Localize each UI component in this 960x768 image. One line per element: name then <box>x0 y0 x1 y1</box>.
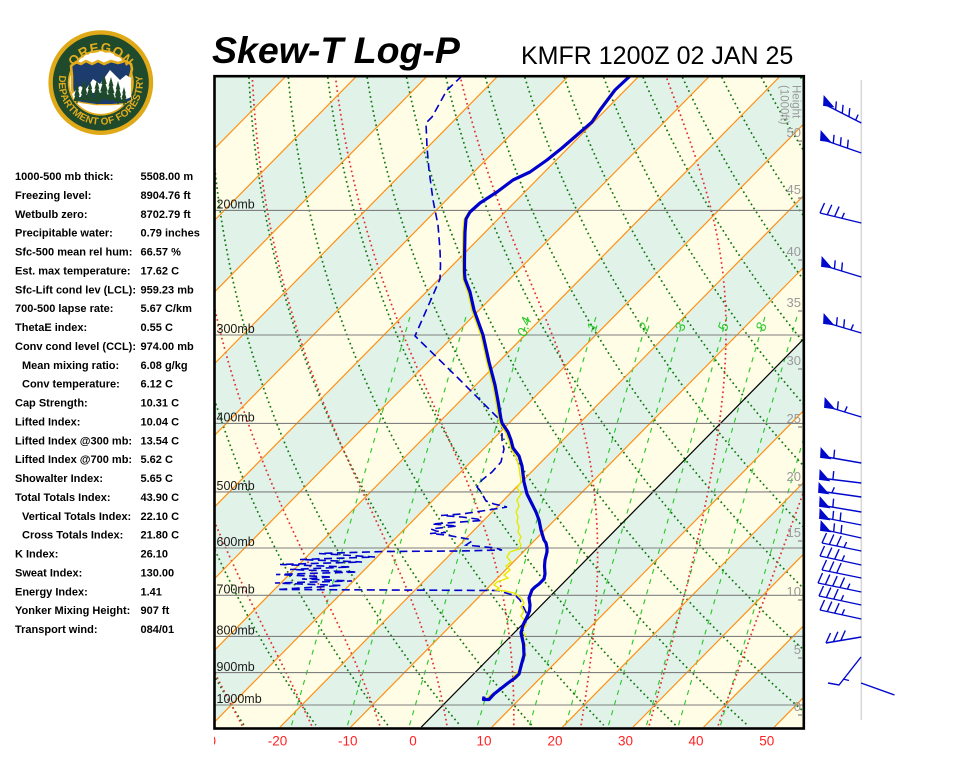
svg-text:-20: -20 <box>268 734 288 749</box>
svg-text:5508.00 m: 5508.00 m <box>141 171 194 183</box>
svg-text:Showalter Index:: Showalter Index: <box>15 473 103 485</box>
svg-text:700mb: 700mb <box>217 583 255 597</box>
svg-text:0.55 C: 0.55 C <box>141 322 173 334</box>
svg-text:22.10 C: 22.10 C <box>141 511 180 523</box>
svg-text:6.08 g/kg: 6.08 g/kg <box>141 360 188 372</box>
svg-text:Sfc-Lift cond lev (LCL):: Sfc-Lift cond lev (LCL): <box>15 284 136 296</box>
svg-text:600mb: 600mb <box>217 535 255 549</box>
svg-text:50: 50 <box>759 734 774 749</box>
svg-text:Skew-T Log-P: Skew-T Log-P <box>212 29 461 71</box>
svg-text:40: 40 <box>688 734 703 749</box>
svg-text:43.90 C: 43.90 C <box>141 492 180 504</box>
svg-text:Height: Height <box>790 85 802 119</box>
svg-text:1000mb: 1000mb <box>217 692 262 706</box>
svg-text:21.80 C: 21.80 C <box>141 530 180 542</box>
svg-text:-30: -30 <box>197 734 217 749</box>
svg-text:30: 30 <box>787 353 801 368</box>
svg-text:Lifted Index @700 mb:: Lifted Index @700 mb: <box>15 454 132 466</box>
svg-text:Lifted Index:: Lifted Index: <box>15 416 80 428</box>
svg-text:974.00 mb: 974.00 mb <box>141 341 194 353</box>
svg-text:20: 20 <box>787 469 801 484</box>
svg-text:KMFR 1200Z 02 JAN 25: KMFR 1200Z 02 JAN 25 <box>521 42 793 70</box>
svg-text:10.04 C: 10.04 C <box>141 416 180 428</box>
svg-text:Total Totals Index:: Total Totals Index: <box>15 492 111 504</box>
svg-text:Mean mixing ratio:: Mean mixing ratio: <box>22 360 119 372</box>
svg-text:Sfc-500 mean rel hum:: Sfc-500 mean rel hum: <box>15 247 132 259</box>
svg-text:10: 10 <box>476 734 491 749</box>
svg-text:5.67 C/km: 5.67 C/km <box>141 303 193 315</box>
svg-text:30: 30 <box>618 734 633 749</box>
svg-text:400mb: 400mb <box>217 411 255 425</box>
svg-text:1.41: 1.41 <box>141 586 162 598</box>
svg-text:13.54 C: 13.54 C <box>141 435 180 447</box>
svg-text:25: 25 <box>787 411 801 426</box>
svg-text:8702.79 ft: 8702.79 ft <box>141 209 191 221</box>
svg-text:5.62 C: 5.62 C <box>141 454 173 466</box>
svg-text:20: 20 <box>547 734 562 749</box>
svg-text:900mb: 900mb <box>217 660 255 674</box>
svg-text:700-500 lapse rate:: 700-500 lapse rate: <box>15 303 113 315</box>
svg-text:5.65 C: 5.65 C <box>141 473 173 485</box>
svg-text:Cap Strength:: Cap Strength: <box>15 398 88 410</box>
svg-text:6.12 C: 6.12 C <box>141 379 173 391</box>
svg-text:Wetbulb zero:: Wetbulb zero: <box>15 209 88 221</box>
svg-text:66.57 %: 66.57 % <box>141 247 182 259</box>
svg-text:0: 0 <box>794 699 801 714</box>
svg-text:Sweat Index:: Sweat Index: <box>15 568 82 580</box>
svg-text:0: 0 <box>409 734 417 749</box>
svg-text:084/01: 084/01 <box>141 624 175 636</box>
svg-text:200mb: 200mb <box>217 198 255 212</box>
svg-text:Est. max temperature:: Est. max temperature: <box>15 265 131 277</box>
svg-text:40: 40 <box>787 244 801 259</box>
svg-text:10: 10 <box>787 584 801 599</box>
svg-text:Conv temperature:: Conv temperature: <box>22 379 120 391</box>
svg-text:45: 45 <box>787 182 801 197</box>
svg-text:907 ft: 907 ft <box>141 605 170 617</box>
svg-text:959.23 mb: 959.23 mb <box>141 284 194 296</box>
svg-text:K Index:: K Index: <box>15 549 58 561</box>
svg-text:Freezing level:: Freezing level: <box>15 190 91 202</box>
svg-text:Conv cond level (CCL):: Conv cond level (CCL): <box>15 341 136 353</box>
svg-text:8904.76 ft: 8904.76 ft <box>141 190 191 202</box>
svg-text:15: 15 <box>787 525 801 540</box>
svg-text:Lifted Index @300 mb:: Lifted Index @300 mb: <box>15 435 132 447</box>
svg-text:(1000ft): (1000ft) <box>778 85 790 125</box>
svg-text:0.79 inches: 0.79 inches <box>141 228 200 240</box>
svg-text:Energy Index:: Energy Index: <box>15 586 88 598</box>
svg-text:26.10: 26.10 <box>141 549 169 561</box>
svg-text:50: 50 <box>787 125 801 140</box>
svg-text:130.00: 130.00 <box>141 568 175 580</box>
svg-text:Yonker Mixing Height:: Yonker Mixing Height: <box>15 605 130 617</box>
svg-text:17.62 C: 17.62 C <box>141 265 180 277</box>
svg-text:500mb: 500mb <box>217 479 255 493</box>
svg-text:-10: -10 <box>338 734 358 749</box>
svg-text:Precipitable water:: Precipitable water: <box>15 228 113 240</box>
svg-text:Cross Totals Index:: Cross Totals Index: <box>22 530 123 542</box>
svg-text:10.31 C: 10.31 C <box>141 398 180 410</box>
svg-text:0.4: 0.4 <box>514 315 535 338</box>
svg-text:35: 35 <box>787 295 801 310</box>
svg-text:Transport wind:: Transport wind: <box>15 624 98 636</box>
svg-text:5: 5 <box>794 642 801 657</box>
svg-text:300mb: 300mb <box>217 322 255 336</box>
svg-text:800mb: 800mb <box>217 624 255 638</box>
svg-text:1000-500 mb thick:: 1000-500 mb thick: <box>15 171 113 183</box>
svg-text:ThetaE index:: ThetaE index: <box>15 322 87 334</box>
svg-text:Vertical Totals Index:: Vertical Totals Index: <box>22 511 131 523</box>
